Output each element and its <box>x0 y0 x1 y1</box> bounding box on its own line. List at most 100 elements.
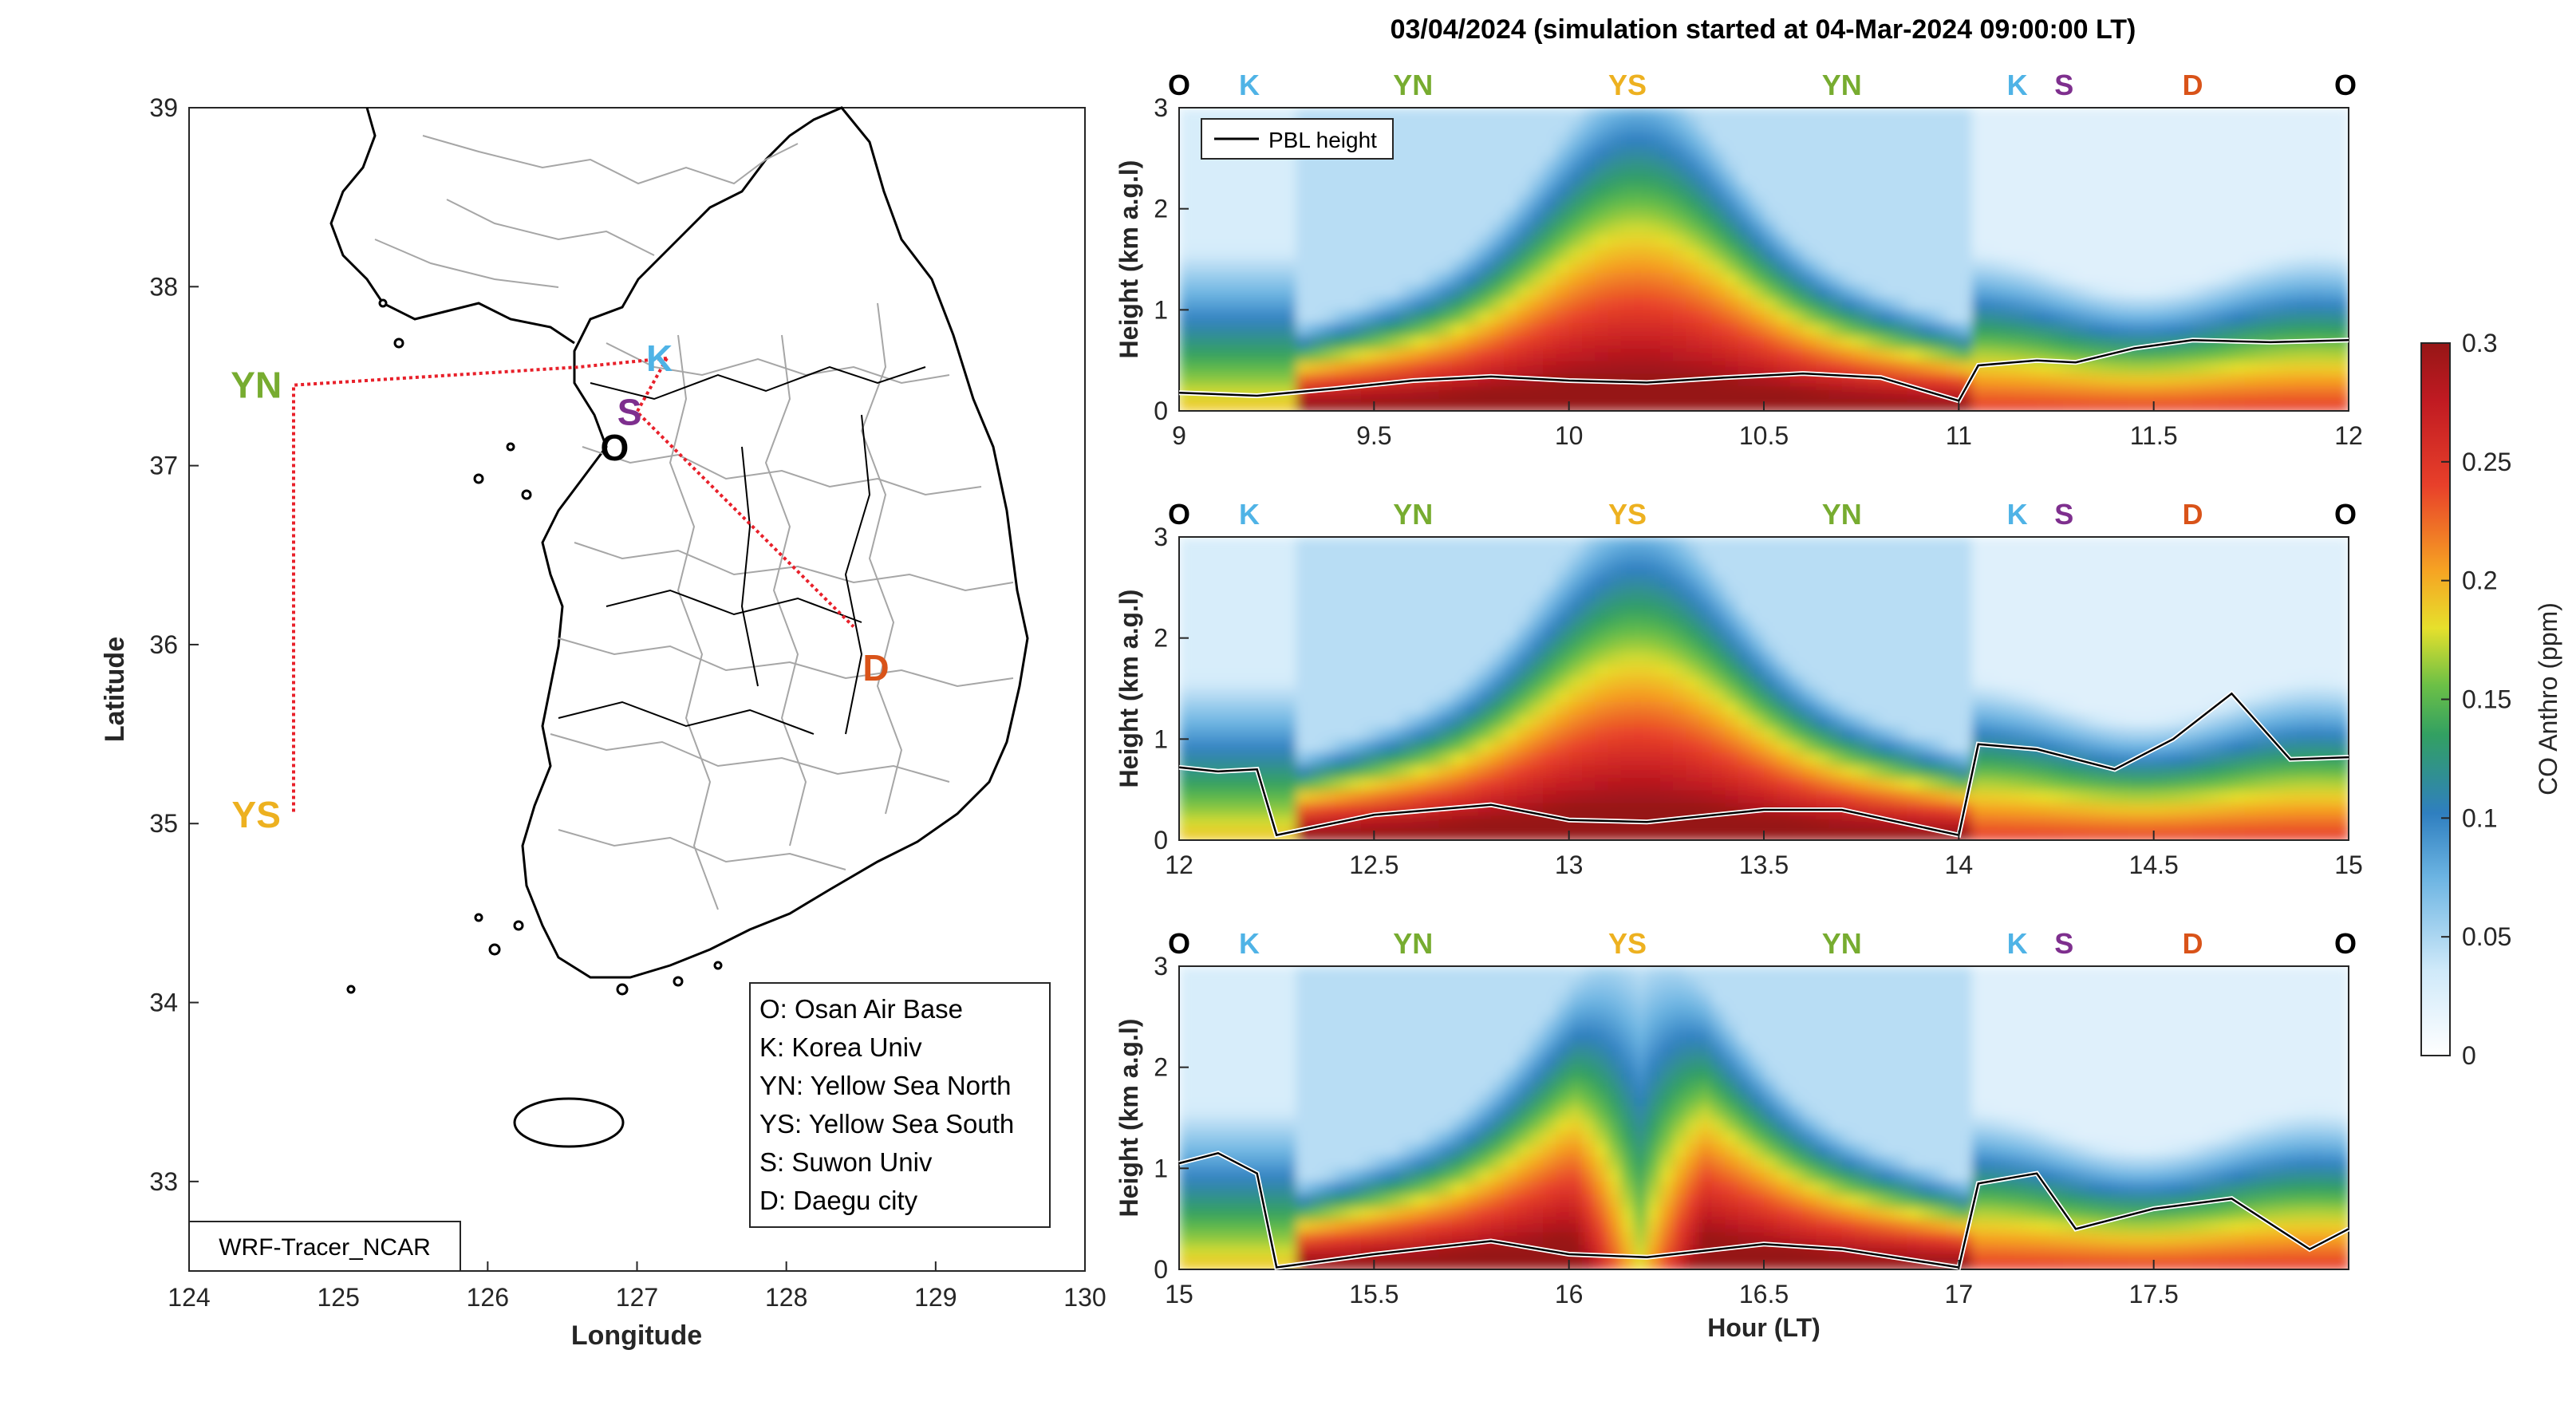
map-xtick-label: 127 <box>616 1283 658 1312</box>
xtick-label: 11 <box>1946 421 1972 450</box>
ytick-label: 3 <box>1154 93 1168 122</box>
xtick-label: 16.5 <box>1739 1280 1789 1308</box>
site-marker-o: O <box>2334 498 2357 531</box>
site-marker-yn: YN <box>1393 498 1433 531</box>
site-marker-s: S <box>2054 927 2073 960</box>
legend-entry: S: Suwon Univ <box>759 1147 933 1177</box>
xtick-label: 11.5 <box>2130 421 2178 450</box>
colorbar: 0 0.05 0.1 0.15 0.2 0.25 0.3 CO Anthro (ppm) <box>2420 329 2562 1070</box>
site-marker-yn: YN <box>1822 927 1862 960</box>
map-ytick-label: 33 <box>149 1167 178 1196</box>
xtick-label: 14.5 <box>2129 851 2179 879</box>
site-marker-k: K <box>2007 498 2028 531</box>
ytick-label: 2 <box>1154 1053 1168 1082</box>
map-ytick-label: 39 <box>149 93 178 122</box>
colorbar-tick-label: 0.25 <box>2462 448 2511 476</box>
islands <box>346 298 723 1148</box>
xtick-label: 10.5 <box>1739 421 1789 450</box>
map-site-ys: YS <box>232 794 281 835</box>
map-ytick-label: 35 <box>149 809 178 838</box>
ytick-label: 3 <box>1154 952 1168 981</box>
site-marker-s: S <box>2054 498 2073 531</box>
map-xtick-label: 125 <box>317 1283 359 1312</box>
colorbar-tick-label: 0.15 <box>2462 685 2511 714</box>
site-marker-ys: YS <box>1608 69 1647 101</box>
ytick-label: 1 <box>1154 295 1168 324</box>
xtick-label: 13 <box>1555 851 1584 879</box>
model-label-box: WRF-Tracer_NCAR <box>188 1221 461 1272</box>
transect-route-west <box>292 357 668 815</box>
korea-landmass <box>521 106 1029 979</box>
site-marker-yn: YN <box>1393 927 1433 960</box>
xtick-label: 12 <box>2334 421 2363 450</box>
ytick-label: 2 <box>1154 624 1168 653</box>
site-marker-ys: YS <box>1608 498 1647 531</box>
xtick-label: 16 <box>1555 1280 1584 1308</box>
site-marker-o: O <box>2334 69 2357 101</box>
map-ylabel: Latitude <box>100 637 130 742</box>
site-marker-d: D <box>2183 927 2203 960</box>
colorbar-tick-label: 0.3 <box>2462 329 2497 357</box>
legend-entry: O: Osan Air Base <box>759 994 963 1024</box>
xtick-label: 13.5 <box>1739 851 1789 879</box>
site-marker-k: K <box>1239 69 1260 101</box>
legend-entry: K: Korea Univ <box>759 1032 922 1062</box>
colorbar-tick-label: 0.05 <box>2462 922 2511 951</box>
map-ytick-label: 36 <box>149 630 178 659</box>
major-boundaries <box>558 365 926 735</box>
site-marker-ys: YS <box>1608 927 1647 960</box>
map-x-ticks: 124 125 126 127 128 129 130 <box>168 1261 1107 1312</box>
heatmap-raster <box>1179 537 2349 840</box>
site-marker-o: O <box>2334 927 2357 960</box>
xtick-label: 12.5 <box>1349 851 1398 879</box>
ytick-label: 0 <box>1154 1255 1168 1284</box>
transect-route-southeast <box>635 357 855 628</box>
site-marker-d: D <box>2183 498 2203 531</box>
map-site-k: K <box>646 337 673 379</box>
map-ytick-label: 38 <box>149 272 178 301</box>
ytick-label: 2 <box>1154 195 1168 223</box>
xtick-label: 9 <box>1172 421 1186 450</box>
site-marker-o: O <box>1168 498 1190 531</box>
curtain-ylabel: Height (km a.g.l) <box>1114 590 1143 788</box>
xtick-label: 15 <box>1165 1280 1193 1308</box>
xtick-label: 14 <box>1945 851 1974 879</box>
site-marker-s: S <box>2054 69 2073 101</box>
ytick-label: 1 <box>1154 1154 1168 1182</box>
site-marker-yn: YN <box>1822 69 1862 101</box>
site-marker-k: K <box>2007 69 2028 101</box>
site-marker-k: K <box>1239 498 1260 531</box>
map-xtick-label: 124 <box>168 1283 210 1312</box>
map-site-s: S <box>617 391 642 432</box>
figure-title: 03/04/2024 (simulation started at 04-Mar… <box>1391 14 2136 45</box>
curtain-panel-3: 15 15.5 16 16.5 17 17.5 0 1 2 3 Height (km a.g.l) H… <box>1114 927 2357 1342</box>
pbl-height-line <box>1178 339 2349 402</box>
ytick-label: 3 <box>1154 523 1168 551</box>
site-marker-d: D <box>2183 69 2203 101</box>
xtick-label: 17 <box>1945 1280 1974 1308</box>
pbl-height-line <box>1178 692 2349 837</box>
ytick-label: 0 <box>1154 826 1168 855</box>
colorbar-tick-label: 0 <box>2462 1041 2476 1070</box>
site-marker-k: K <box>1239 927 1260 960</box>
pbl-legend-label: PBL height <box>1268 128 1377 152</box>
curtain-ylabel: Height (km a.g.l) <box>1114 1019 1143 1218</box>
xtick-label: 10 <box>1555 421 1584 450</box>
ytick-label: 1 <box>1154 724 1168 753</box>
site-marker-yn: YN <box>1822 498 1862 531</box>
model-label: WRF-Tracer_NCAR <box>219 1234 431 1261</box>
map-xtick-label: 129 <box>914 1283 957 1312</box>
xtick-label: 17.5 <box>2129 1280 2179 1308</box>
xtick-label: 12 <box>1165 851 1193 879</box>
map-site-d: D <box>862 647 889 689</box>
north-coastline <box>329 107 575 345</box>
curtain-ylabel: Height (km a.g.l) <box>1114 160 1143 359</box>
site-legend: O: Osan Air Base K: Korea Univ YN: Yellow … <box>749 982 1051 1228</box>
curtain-xlabel: Hour (LT) <box>1707 1313 1821 1342</box>
colorbar-tick-label: 0.2 <box>2462 566 2497 595</box>
legend-entry: D: Daegu city <box>759 1186 918 1215</box>
site-marker-o: O <box>1168 927 1190 960</box>
